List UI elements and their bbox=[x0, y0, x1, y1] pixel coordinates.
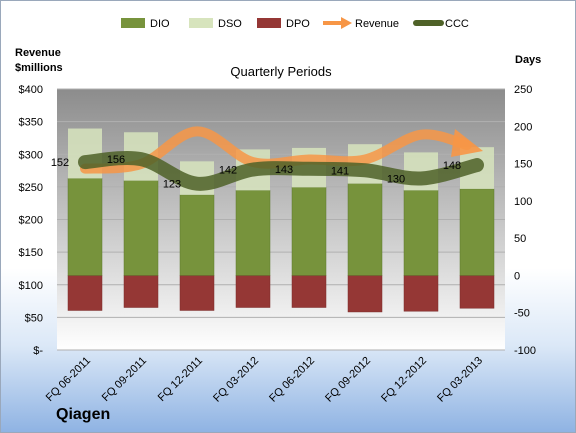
legend-label-dpo: DPO bbox=[286, 18, 310, 30]
bar-dio bbox=[235, 190, 271, 276]
legend-swatch-dpo bbox=[257, 18, 281, 28]
ccc-data-label: 152 bbox=[51, 157, 69, 169]
right-tick-label: 200 bbox=[514, 121, 532, 133]
x-tick-label: FQ 06-2012 bbox=[267, 355, 317, 405]
right-tick-label: 50 bbox=[514, 233, 526, 245]
right-tick-label: 0 bbox=[514, 270, 520, 282]
left-axis-ticks: $400 $350 $300 $250 $200 $150 $100 $50 $- bbox=[19, 84, 44, 357]
right-tick-label: 250 bbox=[514, 84, 532, 96]
bar-dpo bbox=[123, 275, 159, 308]
left-tick-label: $100 bbox=[19, 280, 43, 292]
ccc-data-label: 130 bbox=[387, 173, 405, 185]
bar-dio bbox=[291, 187, 327, 276]
right-tick-label: 150 bbox=[514, 159, 532, 171]
ccc-data-label: 143 bbox=[275, 164, 293, 176]
left-tick-label: $350 bbox=[19, 117, 43, 129]
ccc-data-labels: 152 156 123 142 143 141 130 148 bbox=[51, 154, 461, 191]
bar-series bbox=[67, 128, 495, 313]
ccc-line bbox=[78, 150, 484, 191]
ccc-data-label: 123 bbox=[163, 179, 181, 191]
company-name: Qiagen bbox=[56, 406, 111, 423]
x-tick-label: FQ 03-2012 bbox=[211, 355, 261, 405]
bar-dpo bbox=[179, 275, 215, 311]
left-axis-label-line2: $millions bbox=[15, 62, 63, 74]
x-tick-label: FQ 12-2012 bbox=[379, 355, 429, 405]
legend-label-revenue: Revenue bbox=[355, 18, 399, 30]
left-axis-label-line1: Revenue bbox=[15, 47, 61, 59]
bar-dpo bbox=[235, 275, 271, 308]
right-tick-label: -100 bbox=[514, 345, 536, 357]
revenue-arrowhead bbox=[451, 129, 483, 158]
right-tick-label: -50 bbox=[514, 308, 530, 320]
right-axis-ticks: 250 200 150 100 50 0 -50 -100 bbox=[514, 84, 536, 357]
x-tick-label: FQ 09-2012 bbox=[323, 355, 373, 405]
legend-label-dio: DIO bbox=[150, 18, 170, 30]
bar-dio bbox=[179, 194, 215, 276]
x-tick-label: FQ 03-2013 bbox=[435, 355, 485, 405]
legend-arrow-revenue bbox=[341, 17, 352, 29]
left-tick-label: $150 bbox=[19, 247, 43, 259]
legend-label-dso: DSO bbox=[218, 18, 242, 30]
bar-dpo bbox=[403, 275, 439, 312]
bar-dio bbox=[459, 188, 495, 276]
bar-dpo bbox=[459, 275, 495, 309]
legend: DIO DSO DPO Revenue CCC bbox=[121, 17, 469, 30]
left-tick-label: $250 bbox=[19, 182, 43, 194]
bar-dpo bbox=[347, 275, 383, 313]
line-series bbox=[78, 126, 484, 191]
ccc-data-label: 148 bbox=[443, 160, 461, 172]
bar-dpo bbox=[291, 275, 327, 308]
bar-dio bbox=[403, 190, 439, 276]
legend-swatch-dso bbox=[189, 18, 213, 28]
x-axis-ticks: FQ 06-2011 FQ 09-2011 FQ 12-2011 FQ 03-2012… bbox=[44, 355, 485, 405]
bar-dpo bbox=[67, 275, 103, 311]
bar-dio bbox=[67, 178, 103, 276]
right-tick-label: 100 bbox=[514, 196, 532, 208]
bar-dio bbox=[347, 183, 383, 276]
chart-subtitle: Quarterly Periods bbox=[230, 64, 332, 79]
x-tick-label: FQ 12-2011 bbox=[156, 355, 205, 404]
x-tick-label: FQ 09-2011 bbox=[100, 355, 149, 404]
left-tick-label: $400 bbox=[19, 84, 43, 96]
left-tick-label: $50 bbox=[25, 312, 43, 324]
right-axis-label: Days bbox=[515, 54, 541, 66]
legend-swatch-dio bbox=[121, 18, 145, 28]
legend-label-ccc: CCC bbox=[445, 18, 469, 30]
ccc-data-label: 142 bbox=[219, 165, 237, 177]
left-tick-label: $- bbox=[33, 345, 43, 357]
bar-dio bbox=[123, 180, 159, 276]
ccc-data-label: 156 bbox=[107, 154, 125, 166]
x-tick-label: FQ 06-2011 bbox=[44, 355, 93, 404]
left-tick-label: $300 bbox=[19, 149, 43, 161]
ccc-data-label: 141 bbox=[331, 165, 349, 177]
left-tick-label: $200 bbox=[19, 215, 43, 227]
